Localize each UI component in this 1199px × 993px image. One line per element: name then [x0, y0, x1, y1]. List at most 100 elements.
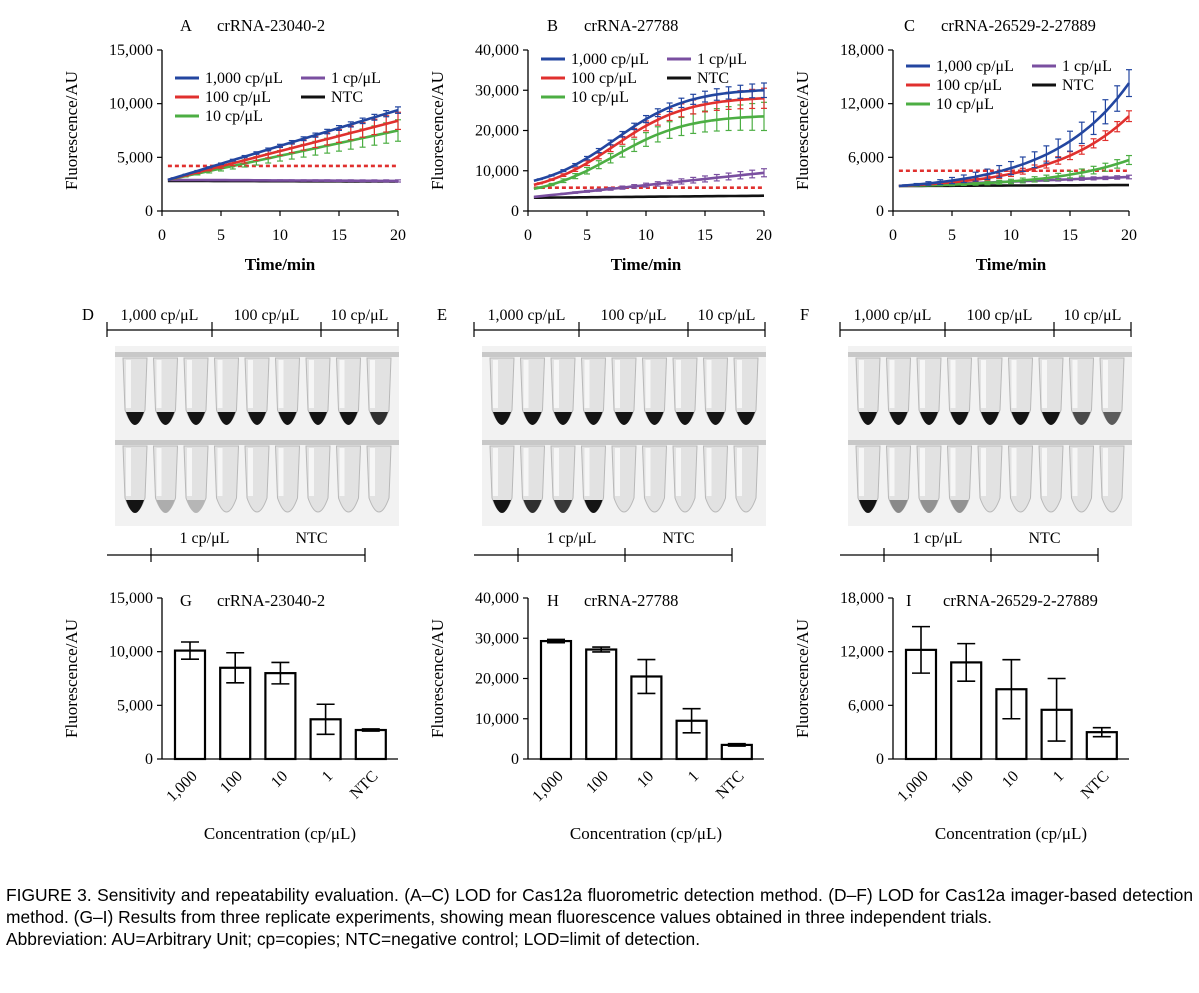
- tube-fluid: [1011, 412, 1030, 425]
- bar: [309, 718, 342, 761]
- group-label: 1,000 cp/μL: [854, 307, 932, 324]
- y-tick-label: 30,000: [475, 82, 519, 99]
- y-tick-label: 20,000: [475, 671, 519, 688]
- x-tick-label: 5: [583, 227, 591, 244]
- tube-highlight: [187, 448, 192, 496]
- tube-fluid: [217, 412, 236, 425]
- y-axis-label: Fluorescence/AU: [793, 71, 812, 190]
- y-tick-label: 40,000: [475, 42, 519, 59]
- legend-label: NTC: [1062, 77, 1094, 94]
- caption-text: FIGURE 3. Sensitivity and repeatability …: [6, 885, 1193, 927]
- tube-highlight: [889, 448, 895, 496]
- tube-fluid: [370, 412, 388, 425]
- panel-title: crRNA-27788: [584, 16, 678, 35]
- bar: [539, 639, 573, 761]
- tube-fluid: [706, 412, 725, 425]
- x-axis-label: Concentration (cp/μL): [204, 824, 356, 843]
- tube-panel-F: F 1,000 cp/μL 100 cp/μL 10 cp/μL 1 cp/μL NTC: [800, 305, 1132, 562]
- tube-highlight: [1011, 360, 1017, 408]
- series-line: [533, 89, 765, 183]
- x-tick-label: 1,000: [894, 768, 931, 805]
- panel-letter: B: [547, 16, 558, 35]
- tube-highlight: [217, 448, 223, 496]
- y-axis-label: Fluorescence/AU: [62, 71, 81, 190]
- y-tick-label: 18,000: [840, 590, 884, 607]
- x-tick-label: 1,000: [529, 768, 566, 805]
- tube-highlight: [706, 448, 712, 496]
- tube-highlight: [554, 360, 559, 408]
- tube-fluid: [950, 412, 969, 425]
- legend-label: 10 cp/μL: [205, 108, 263, 125]
- tube-highlight: [615, 360, 620, 408]
- y-tick-label: 0: [876, 751, 884, 768]
- tube-fluid: [156, 412, 175, 425]
- x-tick-label: 1: [319, 768, 337, 786]
- series-c1000: [533, 82, 767, 183]
- x-tick-label: 100: [948, 768, 977, 797]
- tube-strip: [115, 352, 399, 357]
- bar: [720, 743, 753, 761]
- panel-letter: E: [437, 305, 447, 324]
- panel-letter: D: [82, 305, 94, 324]
- y-axis-label: Fluorescence/AU: [62, 619, 81, 738]
- tube-highlight: [1072, 360, 1078, 408]
- tube-highlight: [859, 448, 864, 496]
- y-tick-label: 6,000: [848, 697, 884, 714]
- group-label: NTC: [663, 530, 695, 547]
- tube-fluid: [523, 412, 542, 425]
- tube-highlight: [1103, 360, 1108, 408]
- x-tick-label: NTC: [347, 768, 382, 803]
- legend-label: 100 cp/μL: [936, 77, 1002, 94]
- x-axis-label: Time/min: [976, 255, 1047, 274]
- tube-fluid: [339, 412, 358, 425]
- tube-highlight: [156, 360, 162, 408]
- x-tick-label: 1: [685, 768, 703, 786]
- series-c1000: [898, 69, 1132, 188]
- x-tick-label: 10: [999, 768, 1022, 791]
- tube-fluid: [126, 412, 144, 425]
- legend-label: 1 cp/μL: [1062, 58, 1112, 75]
- legend-label: 1 cp/μL: [331, 70, 381, 87]
- tube-fluid: [676, 412, 694, 425]
- x-axis-label: Time/min: [245, 255, 316, 274]
- group-label: NTC: [1029, 530, 1061, 547]
- tube-strip: [848, 352, 1132, 357]
- y-tick-label: 0: [876, 203, 884, 220]
- legend-label: 1,000 cp/μL: [571, 51, 649, 68]
- tube-highlight: [706, 360, 712, 408]
- tube-fluid: [156, 500, 175, 513]
- legend-label: 1,000 cp/μL: [205, 70, 283, 87]
- x-tick-label: 0: [158, 227, 166, 244]
- tube-fluid: [248, 412, 266, 425]
- series-line: [533, 194, 765, 199]
- bar-chart-H: 0 10,000 20,000 30,000 40,000 Fluorescence/AU…: [428, 590, 764, 843]
- tube-highlight: [950, 360, 956, 408]
- group-label: 1 cp/μL: [547, 530, 597, 547]
- tube-highlight: [523, 448, 529, 496]
- tube-highlight: [248, 448, 253, 496]
- y-tick-label: 15,000: [109, 590, 153, 607]
- x-tick-label: NTC: [1078, 768, 1113, 803]
- group-label: 10 cp/μL: [698, 307, 756, 324]
- tube-highlight: [1103, 448, 1108, 496]
- y-axis-label: Fluorescence/AU: [428, 71, 447, 190]
- y-tick-label: 5,000: [117, 697, 153, 714]
- x-tick-label: 15: [331, 227, 347, 244]
- y-tick-label: 5,000: [117, 149, 153, 166]
- tube-strip: [848, 440, 1132, 445]
- tube-highlight: [370, 448, 375, 496]
- x-tick-label: 0: [524, 227, 532, 244]
- tube-highlight: [859, 360, 864, 408]
- series-c1000: [167, 106, 401, 182]
- x-tick-label: 20: [390, 227, 406, 244]
- tube-fluid: [493, 412, 511, 425]
- tube-highlight: [889, 360, 895, 408]
- tube-highlight: [554, 448, 559, 496]
- tube-highlight: [950, 448, 956, 496]
- panel-letter: G: [180, 591, 192, 610]
- tube-highlight: [615, 448, 620, 496]
- tube-fluid: [615, 412, 633, 425]
- x-axis-label: Concentration (cp/μL): [570, 824, 722, 843]
- tube-highlight: [920, 360, 925, 408]
